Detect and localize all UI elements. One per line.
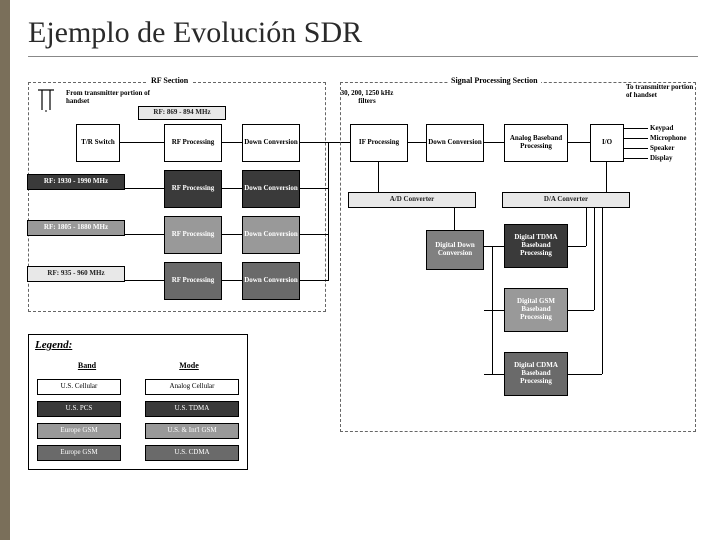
conn xyxy=(602,208,603,374)
io-display: Display xyxy=(650,154,673,162)
legend-mode-2: U.S. & Int'l GSM xyxy=(145,423,239,439)
conn xyxy=(222,188,242,189)
legend-title: Legend: xyxy=(35,339,72,351)
io-speaker: Speaker xyxy=(650,144,675,152)
conn xyxy=(125,234,164,235)
conn xyxy=(125,280,164,281)
conn xyxy=(484,374,504,375)
conn xyxy=(484,246,504,247)
ddc: Digital Down Conversion xyxy=(426,230,484,270)
conn xyxy=(624,128,648,129)
conn xyxy=(568,374,602,375)
conn xyxy=(484,310,504,311)
rf-proc-2: RF Processing xyxy=(164,216,222,254)
conn xyxy=(454,208,455,230)
rf-proc-3: RF Processing xyxy=(164,262,222,300)
legend-col-mode: Mode xyxy=(159,361,219,370)
rf-label-1: RF: 1930 - 1990 MHz xyxy=(27,174,125,190)
down-conv-3: Down Conversion xyxy=(242,262,300,300)
from-tx-label: From transmitter portion of handset xyxy=(66,90,161,105)
accent-bar xyxy=(0,0,10,540)
conn xyxy=(568,142,590,143)
conn xyxy=(125,188,164,189)
ad-converter: A/D Converter xyxy=(348,192,476,208)
conn xyxy=(222,142,242,143)
io-keypad: Keypad xyxy=(650,124,673,132)
rf-label-2: RF: 1805 - 1880 MHz xyxy=(27,220,125,236)
conn xyxy=(606,162,607,192)
conn xyxy=(328,142,329,281)
legend-col-band: Band xyxy=(57,361,117,370)
page-title: Ejemplo de Evolución SDR xyxy=(28,16,362,50)
to-tx-label: To transmitter portion of handset xyxy=(626,84,696,99)
digital-cdma: Digital CDMA Baseband Processing xyxy=(504,352,568,396)
legend-mode-0: Analog Cellular xyxy=(145,379,239,395)
tr-switch: T/R Switch xyxy=(76,124,120,162)
conn xyxy=(624,138,648,139)
rf-proc-0: RF Processing xyxy=(164,124,222,162)
da-converter: D/A Converter xyxy=(502,192,630,208)
rf-section-label: RF Section xyxy=(148,76,191,85)
sdr-diagram: RF Section From transmitter portion of h… xyxy=(28,76,698,516)
conn xyxy=(568,310,594,311)
legend-mode-1: U.S. TDMA xyxy=(145,401,239,417)
conn xyxy=(378,162,379,192)
legend-band-0: U.S. Cellular xyxy=(37,379,121,395)
legend-band-3: Europe GSM xyxy=(37,445,121,461)
conn xyxy=(586,208,587,246)
title-underline xyxy=(28,56,698,57)
down-conv-2: Down Conversion xyxy=(242,216,300,254)
down-conv-0: Down Conversion xyxy=(242,124,300,162)
down-conv-1: Down Conversion xyxy=(242,170,300,208)
if-proc: IF Processing xyxy=(350,124,408,162)
legend-box: Legend: Band Mode U.S. Cellular U.S. PCS… xyxy=(28,334,248,470)
rf-label-3: RF: 935 - 960 MHz xyxy=(27,266,125,282)
rf-label-0: RF: 869 - 894 MHz xyxy=(138,106,226,120)
conn xyxy=(408,142,426,143)
sp-down-conv: Down Conversion xyxy=(426,124,484,162)
digital-gsm: Digital GSM Baseband Processing xyxy=(504,288,568,332)
sp-section-label: Signal Processing Section xyxy=(448,76,541,85)
conn xyxy=(624,148,648,149)
digital-tdma: Digital TDMA Baseband Processing xyxy=(504,224,568,268)
io-mic: Microphone xyxy=(650,134,686,142)
antenna-icon xyxy=(36,88,58,112)
legend-band-2: Europe GSM xyxy=(37,423,121,439)
conn xyxy=(484,142,504,143)
conn xyxy=(300,280,328,281)
legend-band-1: U.S. PCS xyxy=(37,401,121,417)
conn xyxy=(300,188,328,189)
rf-proc-1: RF Processing xyxy=(164,170,222,208)
conn xyxy=(120,142,164,143)
conn xyxy=(568,246,586,247)
analog-bb: Analog Baseband Processing xyxy=(504,124,568,162)
conn xyxy=(222,280,242,281)
io-box: I/O xyxy=(590,124,624,162)
conn xyxy=(222,234,242,235)
conn xyxy=(624,158,648,159)
conn xyxy=(300,234,328,235)
legend-mode-3: U.S. CDMA xyxy=(145,445,239,461)
conn xyxy=(492,246,493,374)
conn xyxy=(594,208,595,310)
